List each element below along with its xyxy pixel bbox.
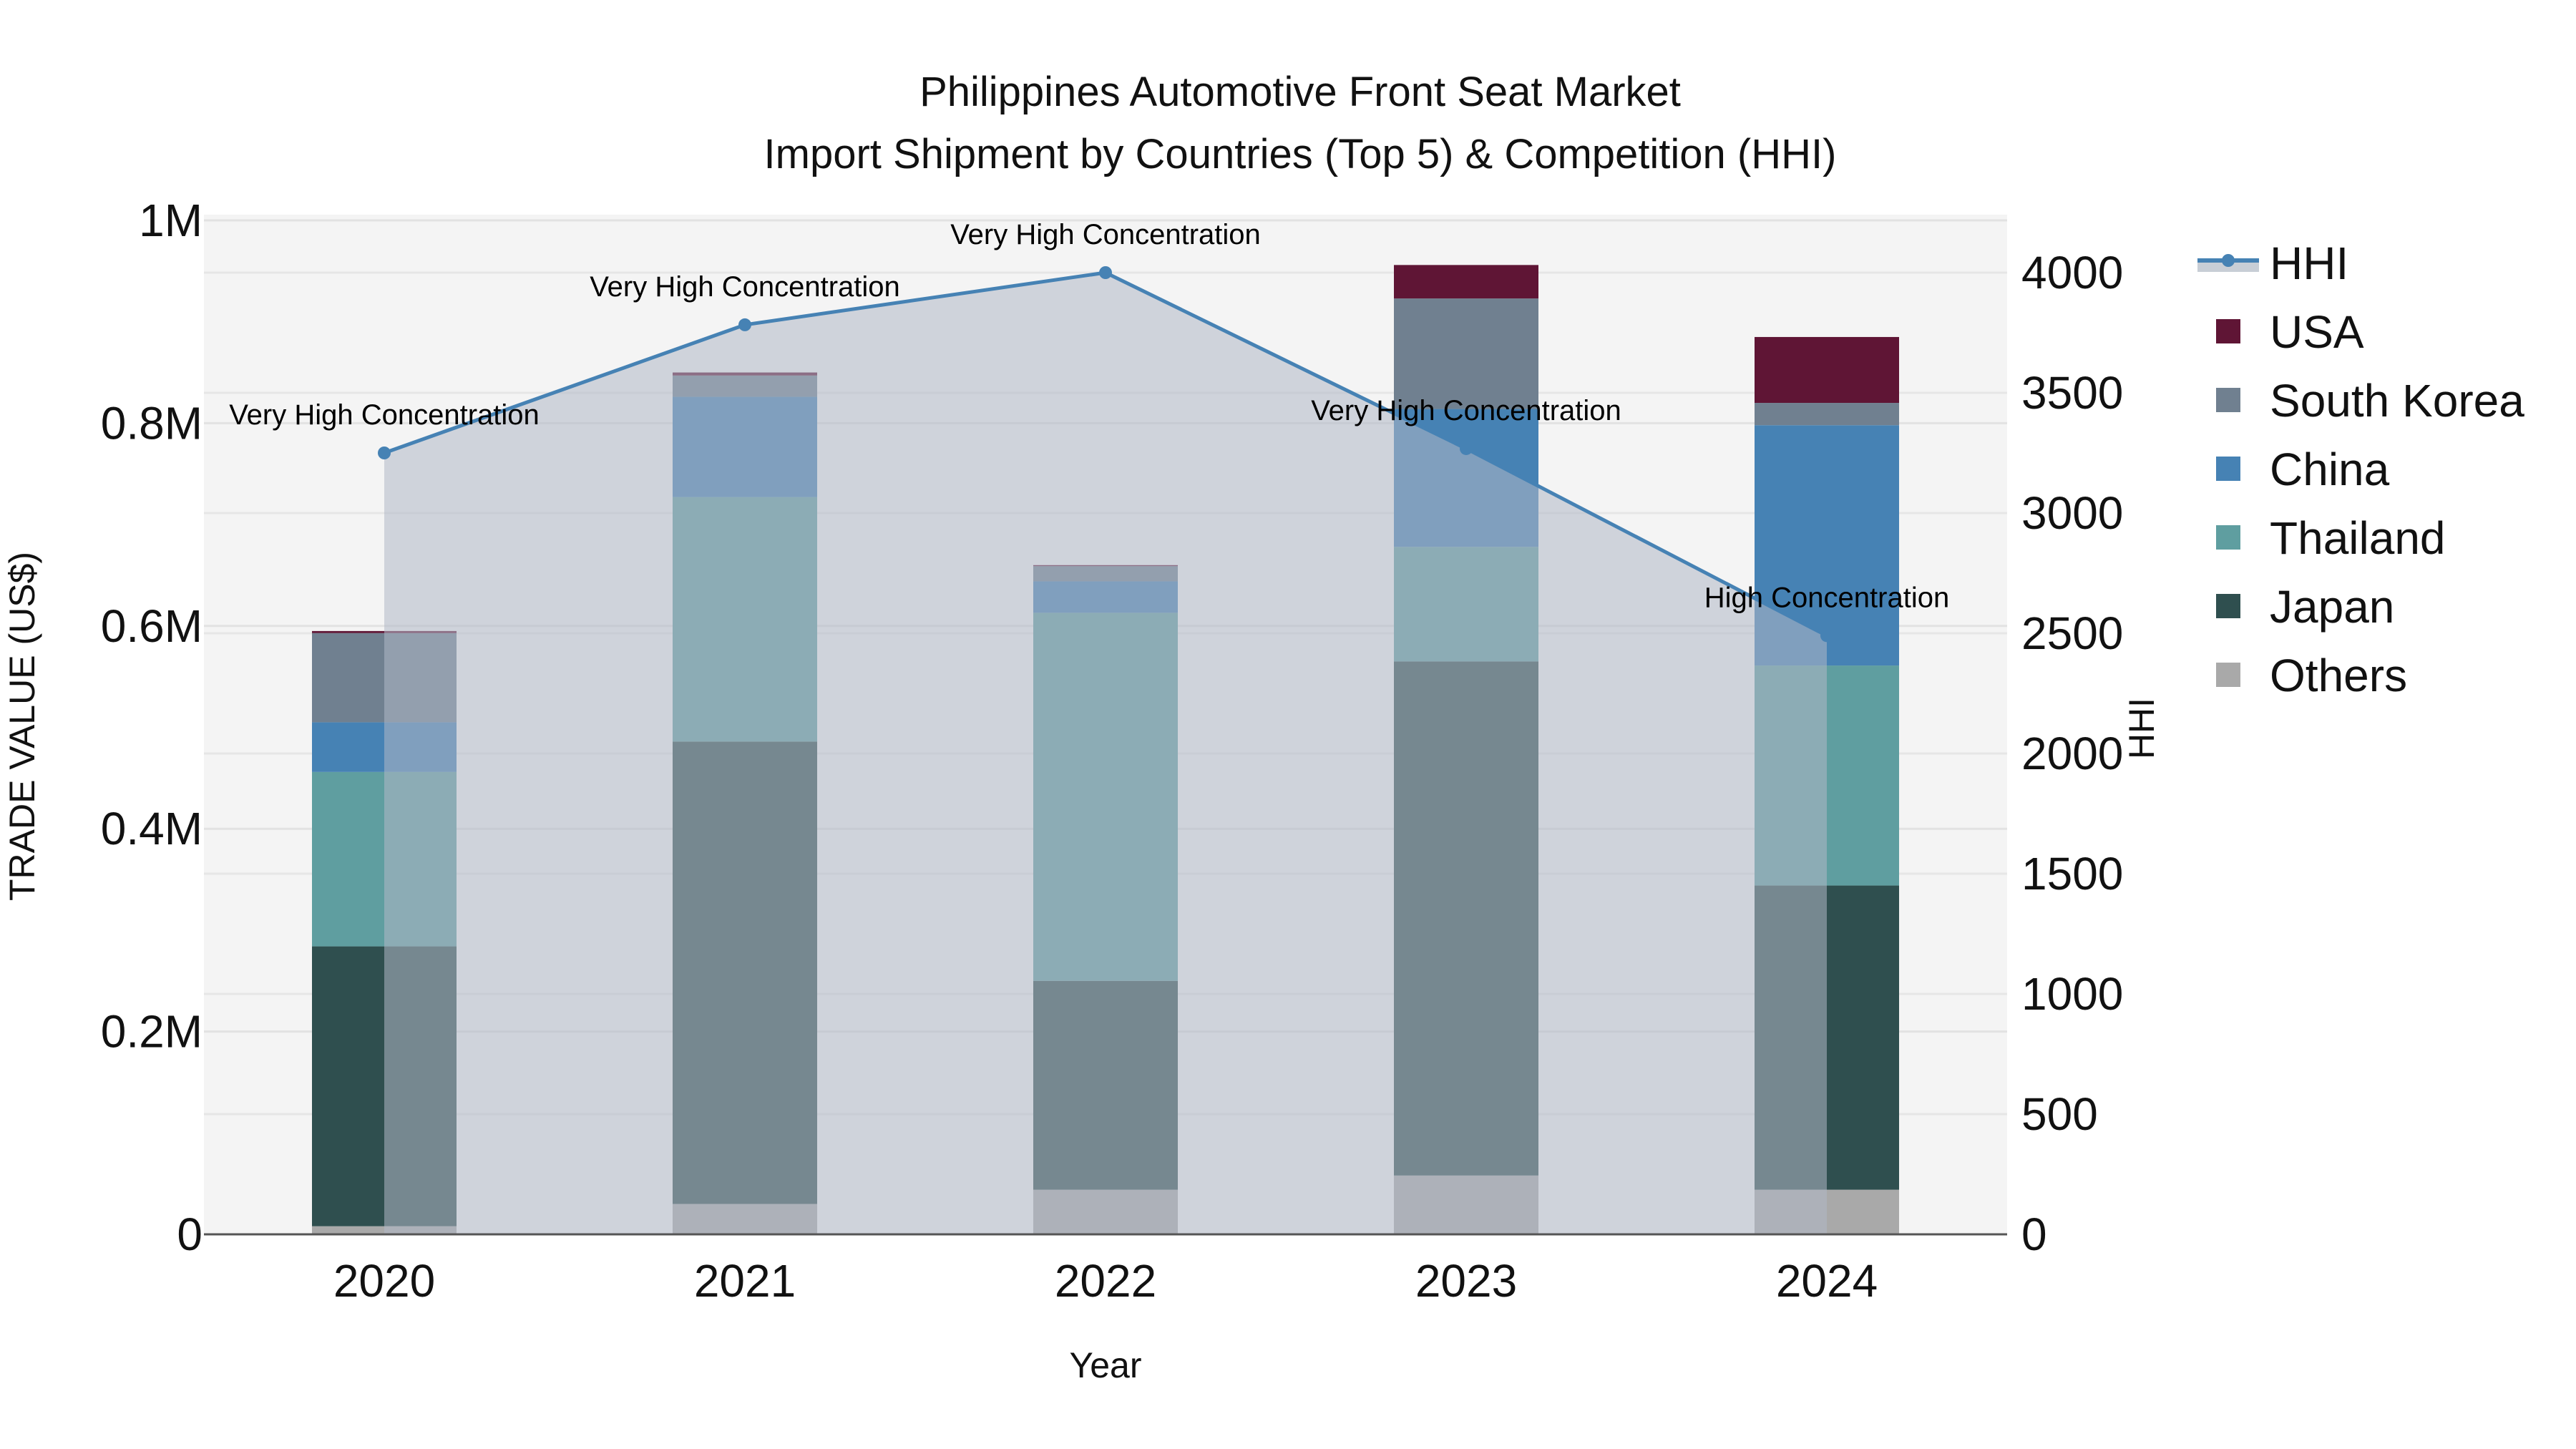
- y-left-tick-label: 0.8M: [101, 397, 203, 449]
- y-left-tick-label: 0.4M: [101, 803, 203, 854]
- y-right-tick-label: 1500: [2021, 848, 2123, 899]
- legend-label: Others: [2270, 650, 2407, 701]
- hhi-annotation: Very High Concentration: [1311, 395, 1621, 426]
- legend-item-thailand[interactable]: Thailand: [2216, 512, 2446, 564]
- legend-label: Japan: [2270, 581, 2394, 633]
- legend-color-swatch: [2216, 319, 2240, 343]
- legend-marker-icon: [2222, 254, 2235, 267]
- legend-item-south-korea[interactable]: South Korea: [2216, 375, 2524, 426]
- bar-segment-usa[interactable]: [1394, 265, 1538, 299]
- y-right-tick-label: 0: [2021, 1209, 2047, 1260]
- legend-color-swatch: [2216, 525, 2240, 550]
- legend-label: China: [2270, 444, 2390, 495]
- bar-segment-south-korea[interactable]: [1755, 403, 1899, 426]
- y-right-tick-label: 3500: [2021, 367, 2123, 419]
- legend-item-china[interactable]: China: [2216, 444, 2390, 495]
- hhi-marker[interactable]: [1460, 441, 1473, 455]
- y-left-tick-label: 0: [177, 1209, 203, 1260]
- chart-title-line1: Philippines Automotive Front Seat Market: [919, 69, 1681, 115]
- annotations-layer: Very High Concentration Very High Concent…: [229, 219, 1949, 613]
- bar-segment-south-korea[interactable]: [1394, 298, 1538, 409]
- bar-segment-usa[interactable]: [1755, 336, 1899, 404]
- y-right-tick-label: 3000: [2021, 487, 2123, 539]
- chart-title-line2: Import Shipment by Countries (Top 5) & C…: [764, 131, 1837, 177]
- x-tick-label: 2020: [333, 1255, 435, 1307]
- x-tick-label: 2024: [1776, 1255, 1878, 1307]
- x-tick-label: 2021: [694, 1255, 796, 1307]
- y-left-tick-label: 0.2M: [101, 1006, 203, 1058]
- hhi-marker[interactable]: [378, 447, 391, 459]
- legend-item-usa[interactable]: USA: [2216, 306, 2364, 358]
- hhi-annotation: Very High Concentration: [590, 271, 900, 303]
- hhi-area-fill: [384, 273, 1827, 1234]
- y-right-tick-label: 1000: [2021, 968, 2123, 1020]
- legend-label: South Korea: [2270, 375, 2524, 426]
- hhi-annotation: Very High Concentration: [229, 399, 540, 431]
- legend-label: Thailand: [2270, 512, 2446, 564]
- hhi-marker[interactable]: [1099, 266, 1112, 279]
- legend-item-japan[interactable]: Japan: [2216, 581, 2394, 633]
- legend-color-swatch: [2216, 457, 2240, 481]
- legend-item-others[interactable]: Others: [2216, 650, 2407, 701]
- y-left-axis-ticks: 0 0.2M 0.4M 0.6M 0.8M 1M: [101, 195, 203, 1260]
- y-right-tick-label: 2500: [2021, 608, 2123, 659]
- y-right-tick-label: 500: [2021, 1088, 2098, 1140]
- legend-color-swatch: [2216, 388, 2240, 412]
- legend: HHI USA South Korea China Thailand Japan Other…: [2197, 238, 2524, 701]
- x-axis-title: Year: [1069, 1345, 1141, 1385]
- x-tick-label: 2023: [1415, 1255, 1517, 1307]
- hhi-marker[interactable]: [1820, 629, 1833, 643]
- legend-color-swatch: [2216, 663, 2240, 687]
- hhi-area-layer: [384, 273, 1827, 1234]
- x-tick-label: 2022: [1055, 1255, 1156, 1307]
- hhi-marker[interactable]: [738, 318, 751, 331]
- y-right-tick-label: 4000: [2021, 247, 2123, 298]
- y-left-axis-title: TRADE VALUE (US$): [2, 552, 42, 901]
- legend-item-hhi[interactable]: HHI: [2197, 238, 2348, 289]
- y-left-tick-label: 1M: [139, 195, 203, 246]
- hhi-annotation: High Concentration: [1704, 582, 1949, 613]
- hhi-line-layer: [378, 266, 1833, 643]
- y-right-axis-ticks: 0 500 1000 1500 2000 2500 3000 3500 4000: [2021, 247, 2123, 1260]
- legend-label: USA: [2270, 306, 2364, 358]
- legend-label: HHI: [2270, 238, 2348, 289]
- hhi-annotation: Very High Concentration: [950, 219, 1261, 250]
- y-left-tick-label: 0.6M: [101, 600, 203, 652]
- y-right-axis-title: HHI: [2122, 698, 2162, 759]
- y-right-tick-label: 2000: [2021, 728, 2123, 779]
- legend-color-swatch: [2216, 594, 2240, 618]
- x-axis-ticks: 2020 2021 2022 2023 2024: [333, 1255, 1878, 1307]
